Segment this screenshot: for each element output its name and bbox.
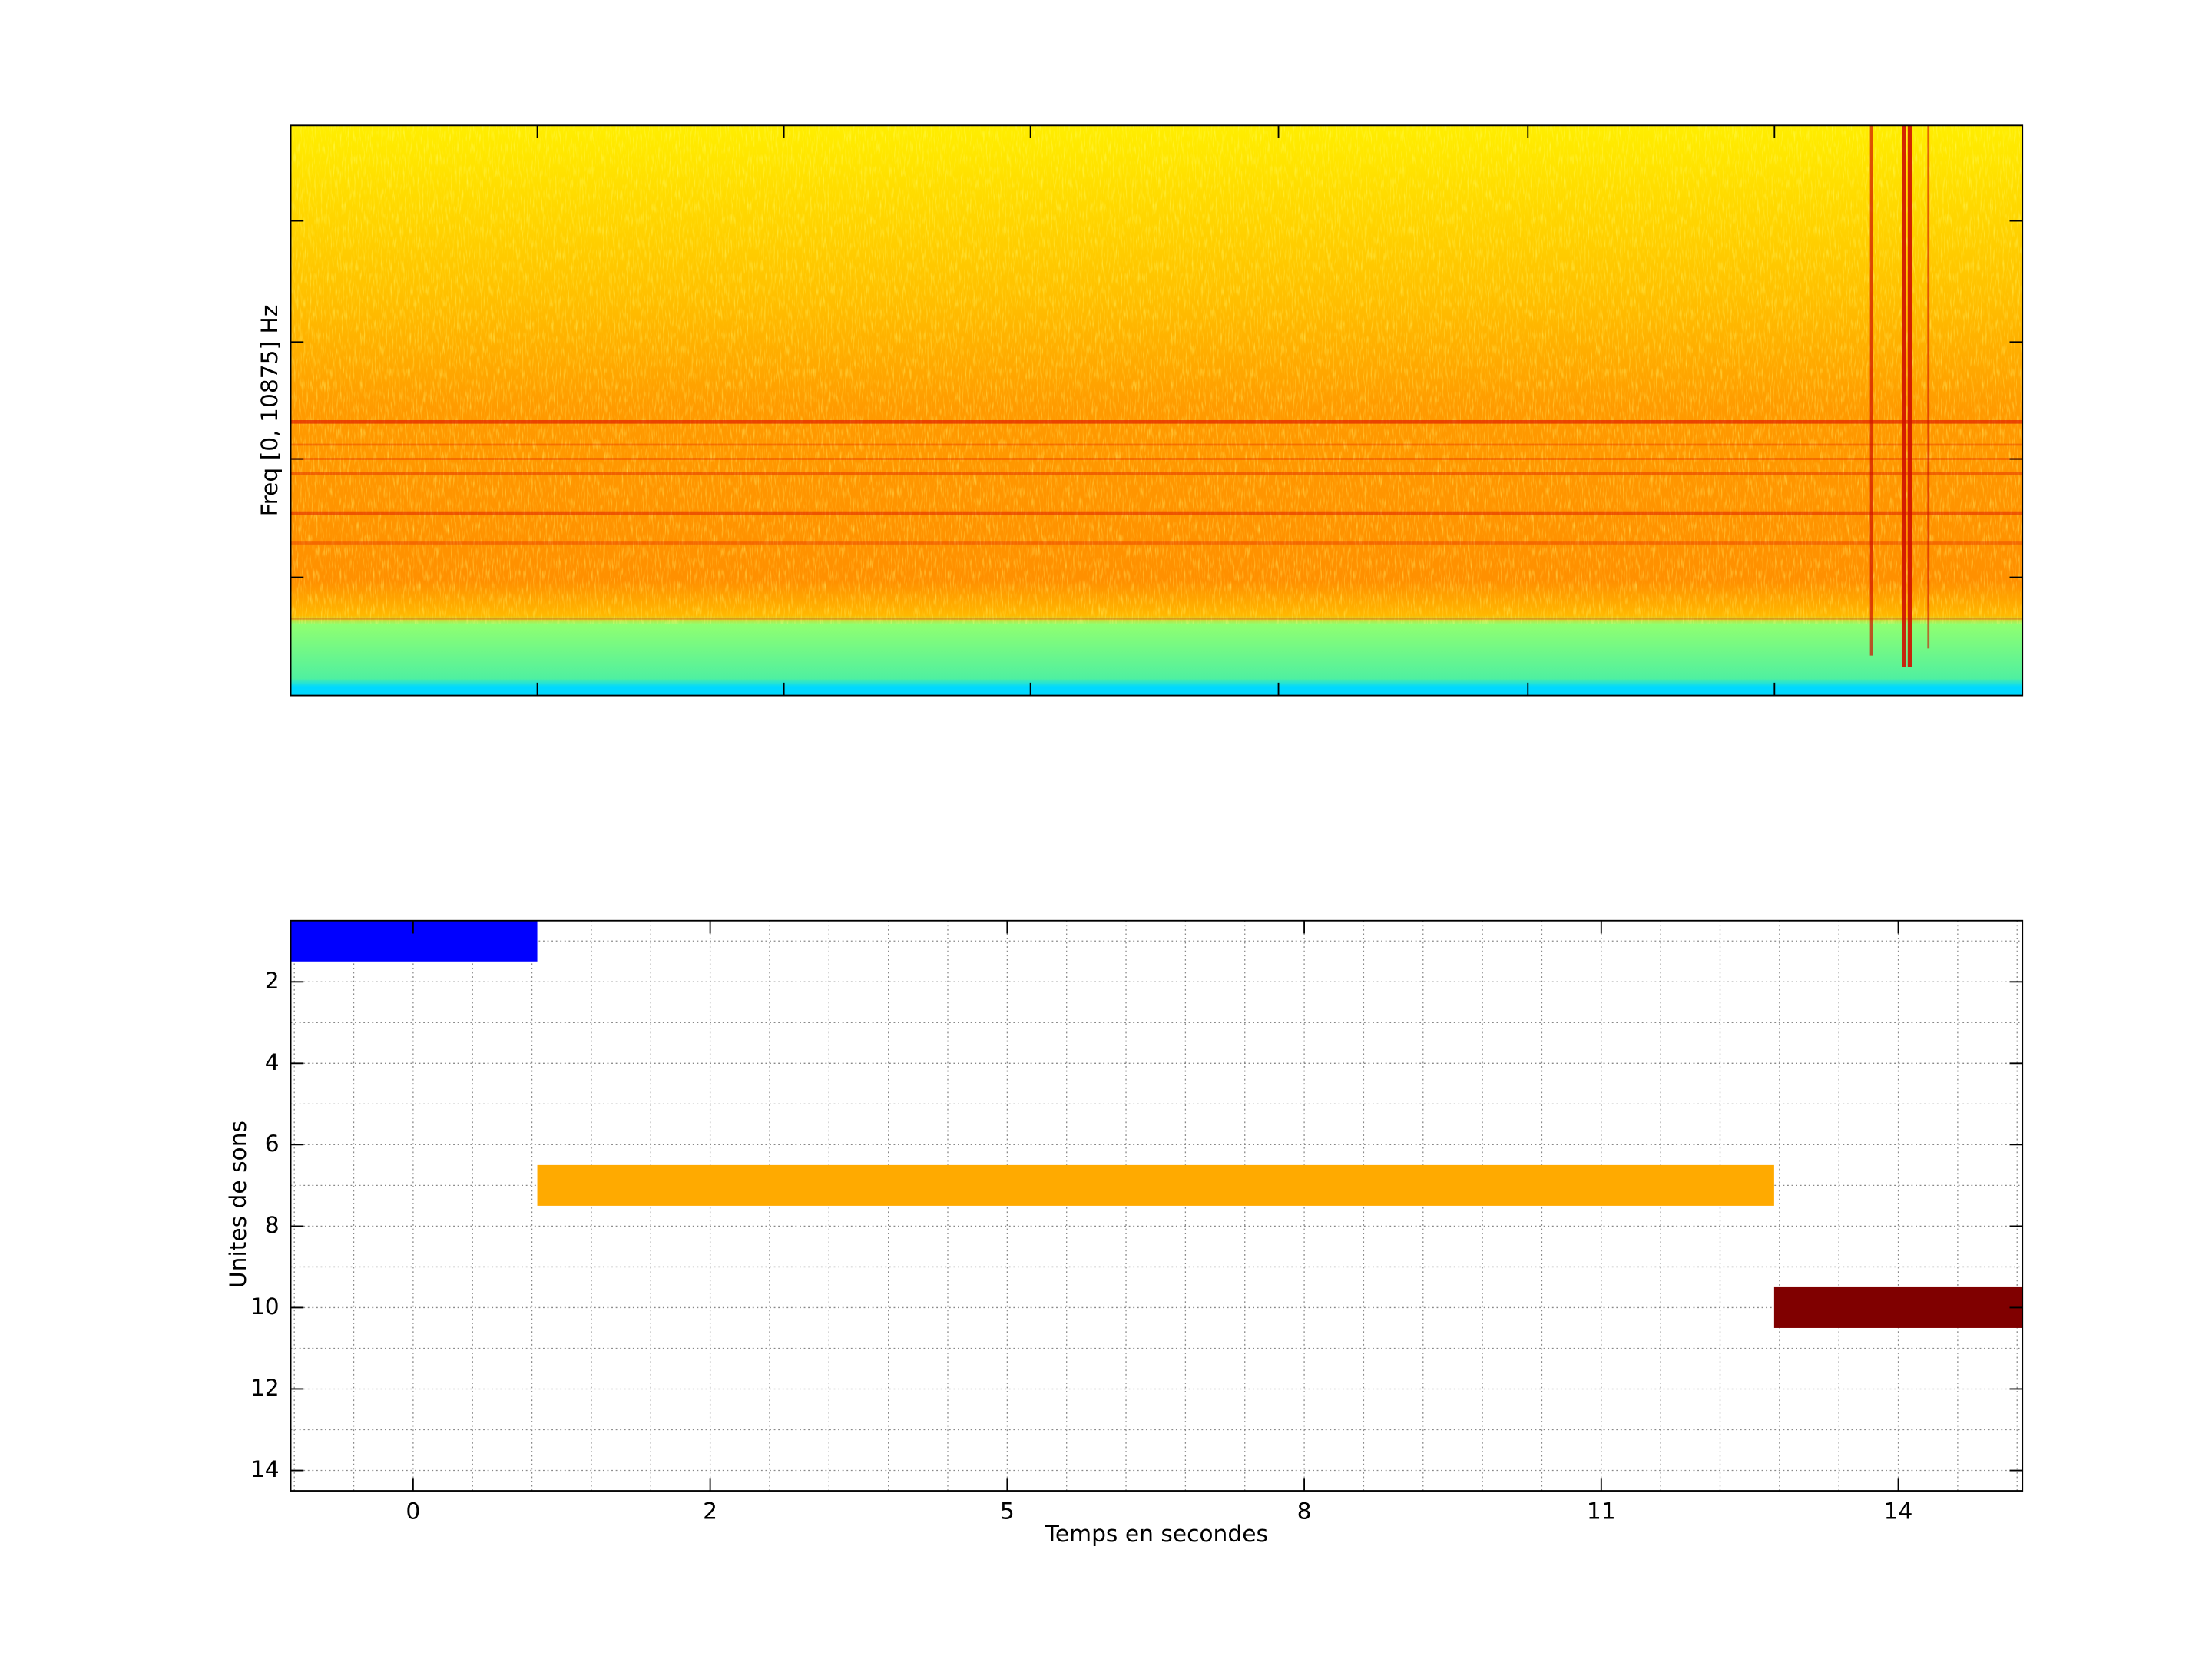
x-tick-label: 0 [406,1498,420,1525]
timeline-axes: 0 2 5 8 11 14 2 4 6 8 10 12 14 Temps en secondes Unite… [225,919,2024,1548]
y-axis-label: Freq [0, 10875] Hz [257,305,283,517]
plot-area [290,920,2023,1492]
y-tick-label: 4 [265,1049,280,1076]
y-tick-label: 6 [265,1131,280,1157]
y-tick-label: 2 [265,968,280,995]
spectrogram-image [290,125,2023,696]
y-axis-label: Unites de sons [225,1121,252,1288]
x-tick-label: 5 [1000,1498,1015,1525]
y-tick-label: 10 [250,1293,280,1320]
x-tick-label: 11 [1587,1498,1616,1525]
unit-bar [537,1164,1774,1206]
axes-box [290,124,2024,697]
x-tick-label: 2 [703,1498,717,1525]
x-tick-label: 8 [1297,1498,1312,1525]
y-tick-label: 12 [250,1375,280,1402]
spectrogram-axes: Freq [0, 10875] Hz [257,124,2024,697]
unit-bar [290,920,538,962]
axes-box [290,919,2024,1492]
y-tick-label: 8 [265,1212,280,1239]
spectrogram-texture [290,125,2023,624]
x-tick-label: 14 [1884,1498,1913,1525]
y-tick-label: 14 [250,1456,280,1483]
unit-bar [1773,1286,2023,1328]
x-axis-label: Temps en secondes [1045,1521,1268,1548]
